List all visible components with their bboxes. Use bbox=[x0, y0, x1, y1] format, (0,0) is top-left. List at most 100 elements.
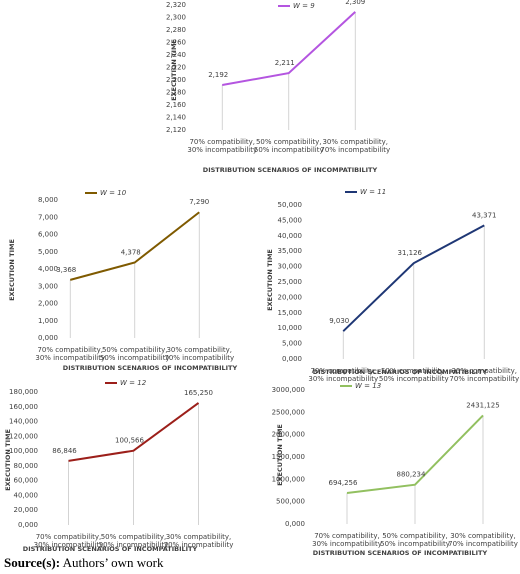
y-tick-label: 120,000 bbox=[9, 432, 38, 440]
x-axis-title: DISTRIBUTION SCENARIOS OF INCOMPATIBILIT… bbox=[203, 166, 378, 174]
y-tick-label: 2,000 bbox=[38, 300, 58, 308]
x-tick-label: 70% compatibility, 30% incompatibility bbox=[34, 533, 104, 549]
source-text: Authors’ own work bbox=[63, 555, 164, 570]
y-tick-label: 100,000 bbox=[9, 447, 38, 455]
y-tick-label: 45,000 bbox=[278, 216, 303, 224]
y-tick-label: 50,000 bbox=[278, 201, 303, 209]
y-tick-label: 1500,000 bbox=[272, 453, 305, 461]
chart: 0,000 5,000 10,000 15,000 20,000 25,000 30,000… bbox=[266, 188, 519, 383]
y-tick-label: 2,260 bbox=[166, 39, 186, 47]
y-tick-label: 30,000 bbox=[278, 263, 303, 271]
data-label: 7,290 bbox=[189, 198, 209, 206]
y-tick-label: 180,000 bbox=[9, 388, 38, 396]
y-tick-label: 40,000 bbox=[278, 232, 303, 240]
series-line bbox=[222, 11, 356, 86]
x-tick-label: 30% compatibility, 70% incompatibility bbox=[164, 533, 234, 549]
source-label: Source(s): bbox=[4, 555, 60, 570]
y-axis-title: EXECUTION TIME bbox=[170, 39, 178, 101]
y-tick-label: 80,000 bbox=[14, 462, 39, 470]
data-label: 165,250 bbox=[184, 389, 213, 397]
series-line bbox=[69, 211, 200, 281]
chart: 0,000 20,000 40,000 60,000 80,000 100,000 120,… bbox=[4, 379, 233, 553]
x-tick-label: 50% compatibility, 50% incompatibility bbox=[380, 532, 450, 548]
y-tick-label: 40,000 bbox=[14, 491, 39, 499]
series-line bbox=[68, 402, 200, 462]
y-tick-label: 8,000 bbox=[38, 196, 58, 204]
x-tick-label: 50% compatibility, 50% incompatibility bbox=[100, 346, 170, 362]
data-label: 2,192 bbox=[208, 71, 228, 79]
y-tick-label: 2,160 bbox=[166, 101, 186, 109]
data-label: 4,378 bbox=[121, 248, 141, 256]
x-tick-label: 50% compatibility, 50% incompatibility bbox=[254, 138, 324, 154]
y-tick-label: 20,000 bbox=[14, 506, 39, 514]
x-axis-title: DISTRIBUTION SCENARIOS OF INCOMPATIBILIT… bbox=[313, 368, 488, 376]
y-tick-label: 2,200 bbox=[166, 76, 186, 84]
x-tick-label: 70% compatibility, 30% incompatibility bbox=[187, 138, 257, 154]
x-tick-label: 30% compatibility, 70% incompatibility bbox=[164, 346, 234, 362]
y-tick-label: 140,000 bbox=[9, 418, 38, 426]
chart: 0,000 1,000 2,000 3,000 4,000 5,000 6,000 7,000… bbox=[8, 189, 237, 372]
y-tick-label: 500,000 bbox=[276, 498, 305, 506]
y-tick-label: 1000,000 bbox=[272, 475, 305, 483]
data-label: 86,846 bbox=[52, 447, 77, 455]
y-tick-label: 15,000 bbox=[278, 309, 303, 317]
chart: 0,000 500,000 1000,000 1500,000 2000,000 2500… bbox=[272, 382, 518, 557]
y-tick-label: 2,220 bbox=[166, 64, 186, 72]
y-tick-label: 60,000 bbox=[14, 477, 39, 485]
y-tick-label: 2000,000 bbox=[272, 431, 305, 439]
data-label: 31,126 bbox=[398, 249, 423, 257]
y-tick-label: 6,000 bbox=[38, 231, 58, 239]
legend-label: W = 9 bbox=[293, 2, 315, 10]
y-tick-label: 2500,000 bbox=[272, 408, 305, 416]
y-tick-label: 2,280 bbox=[166, 26, 186, 34]
x-axis-title: DISTRIBUTION SCENARIOS OF INCOMPATIBILIT… bbox=[23, 545, 198, 553]
y-tick-label: 0,000 bbox=[282, 355, 302, 363]
y-tick-label: 2,320 bbox=[166, 1, 186, 9]
y-axis-title: EXECUTION TIME bbox=[4, 429, 12, 491]
y-tick-label: 3000,000 bbox=[272, 386, 305, 394]
y-tick-label: 5,000 bbox=[282, 340, 302, 348]
data-label: 3,368 bbox=[56, 266, 76, 274]
data-label: 2,309 bbox=[345, 0, 365, 6]
x-tick-label: 30% compatibility, 70% incompatibility bbox=[448, 532, 518, 548]
y-tick-label: 1,000 bbox=[38, 317, 58, 325]
data-label: 694,256 bbox=[329, 479, 358, 487]
y-tick-label: 2,300 bbox=[166, 14, 186, 22]
legend-label: W = 13 bbox=[355, 382, 381, 390]
y-tick-label: 10,000 bbox=[278, 324, 303, 332]
x-tick-label: 50% compatibility, 50% incompatibility bbox=[99, 533, 169, 549]
y-tick-label: 2,120 bbox=[166, 126, 186, 134]
chart: 2,120 2,140 2,160 2,180 2,200 2,220 2,240 2,260… bbox=[166, 0, 390, 174]
x-tick-label: 30% compatibility, 70% incompatibility bbox=[320, 138, 390, 154]
y-tick-label: 0,000 bbox=[18, 521, 38, 529]
y-axis-title: EXECUTION TIME bbox=[266, 249, 274, 311]
x-axis-title: DISTRIBUTION SCENARIOS OF INCOMPATIBILIT… bbox=[63, 364, 238, 372]
x-tick-label: 70% compatibility, 30% incompatibility bbox=[312, 532, 382, 548]
y-tick-label: 2,140 bbox=[166, 114, 186, 122]
y-tick-label: 0,000 bbox=[285, 520, 305, 528]
data-label: 43,371 bbox=[472, 211, 497, 219]
data-label: 880,234 bbox=[397, 471, 426, 479]
y-tick-label: 20,000 bbox=[278, 293, 303, 301]
y-tick-label: 160,000 bbox=[9, 403, 38, 411]
source: Source(s): Authors’ own work bbox=[4, 555, 164, 570]
legend-label: W = 10 bbox=[100, 189, 127, 197]
x-tick-label: 50% compatibility, 50% incompatibility bbox=[379, 367, 449, 383]
series-line bbox=[346, 414, 484, 494]
x-tick-label: 30% compatibility, 70% incompatibility bbox=[449, 367, 519, 383]
series-line bbox=[342, 224, 485, 332]
y-tick-label: 25,000 bbox=[278, 278, 303, 286]
legend-label: W = 12 bbox=[120, 379, 147, 387]
y-axis-title: EXECUTION TIME bbox=[276, 424, 284, 486]
x-tick-label: 70% compatibility, 30% incompatibility bbox=[35, 346, 105, 362]
y-tick-label: 35,000 bbox=[278, 247, 303, 255]
y-tick-label: 4,000 bbox=[38, 265, 58, 273]
data-label: 2431,125 bbox=[466, 401, 499, 409]
x-axis-title: DISTRIBUTION SCENARIOS OF INCOMPATIBILIT… bbox=[313, 549, 488, 557]
y-tick-label: 0,000 bbox=[38, 334, 58, 342]
y-axis-title: EXECUTION TIME bbox=[8, 239, 16, 301]
y-tick-label: 2,180 bbox=[166, 89, 186, 97]
data-label: 9,030 bbox=[329, 317, 349, 325]
y-tick-label: 2,240 bbox=[166, 51, 186, 59]
